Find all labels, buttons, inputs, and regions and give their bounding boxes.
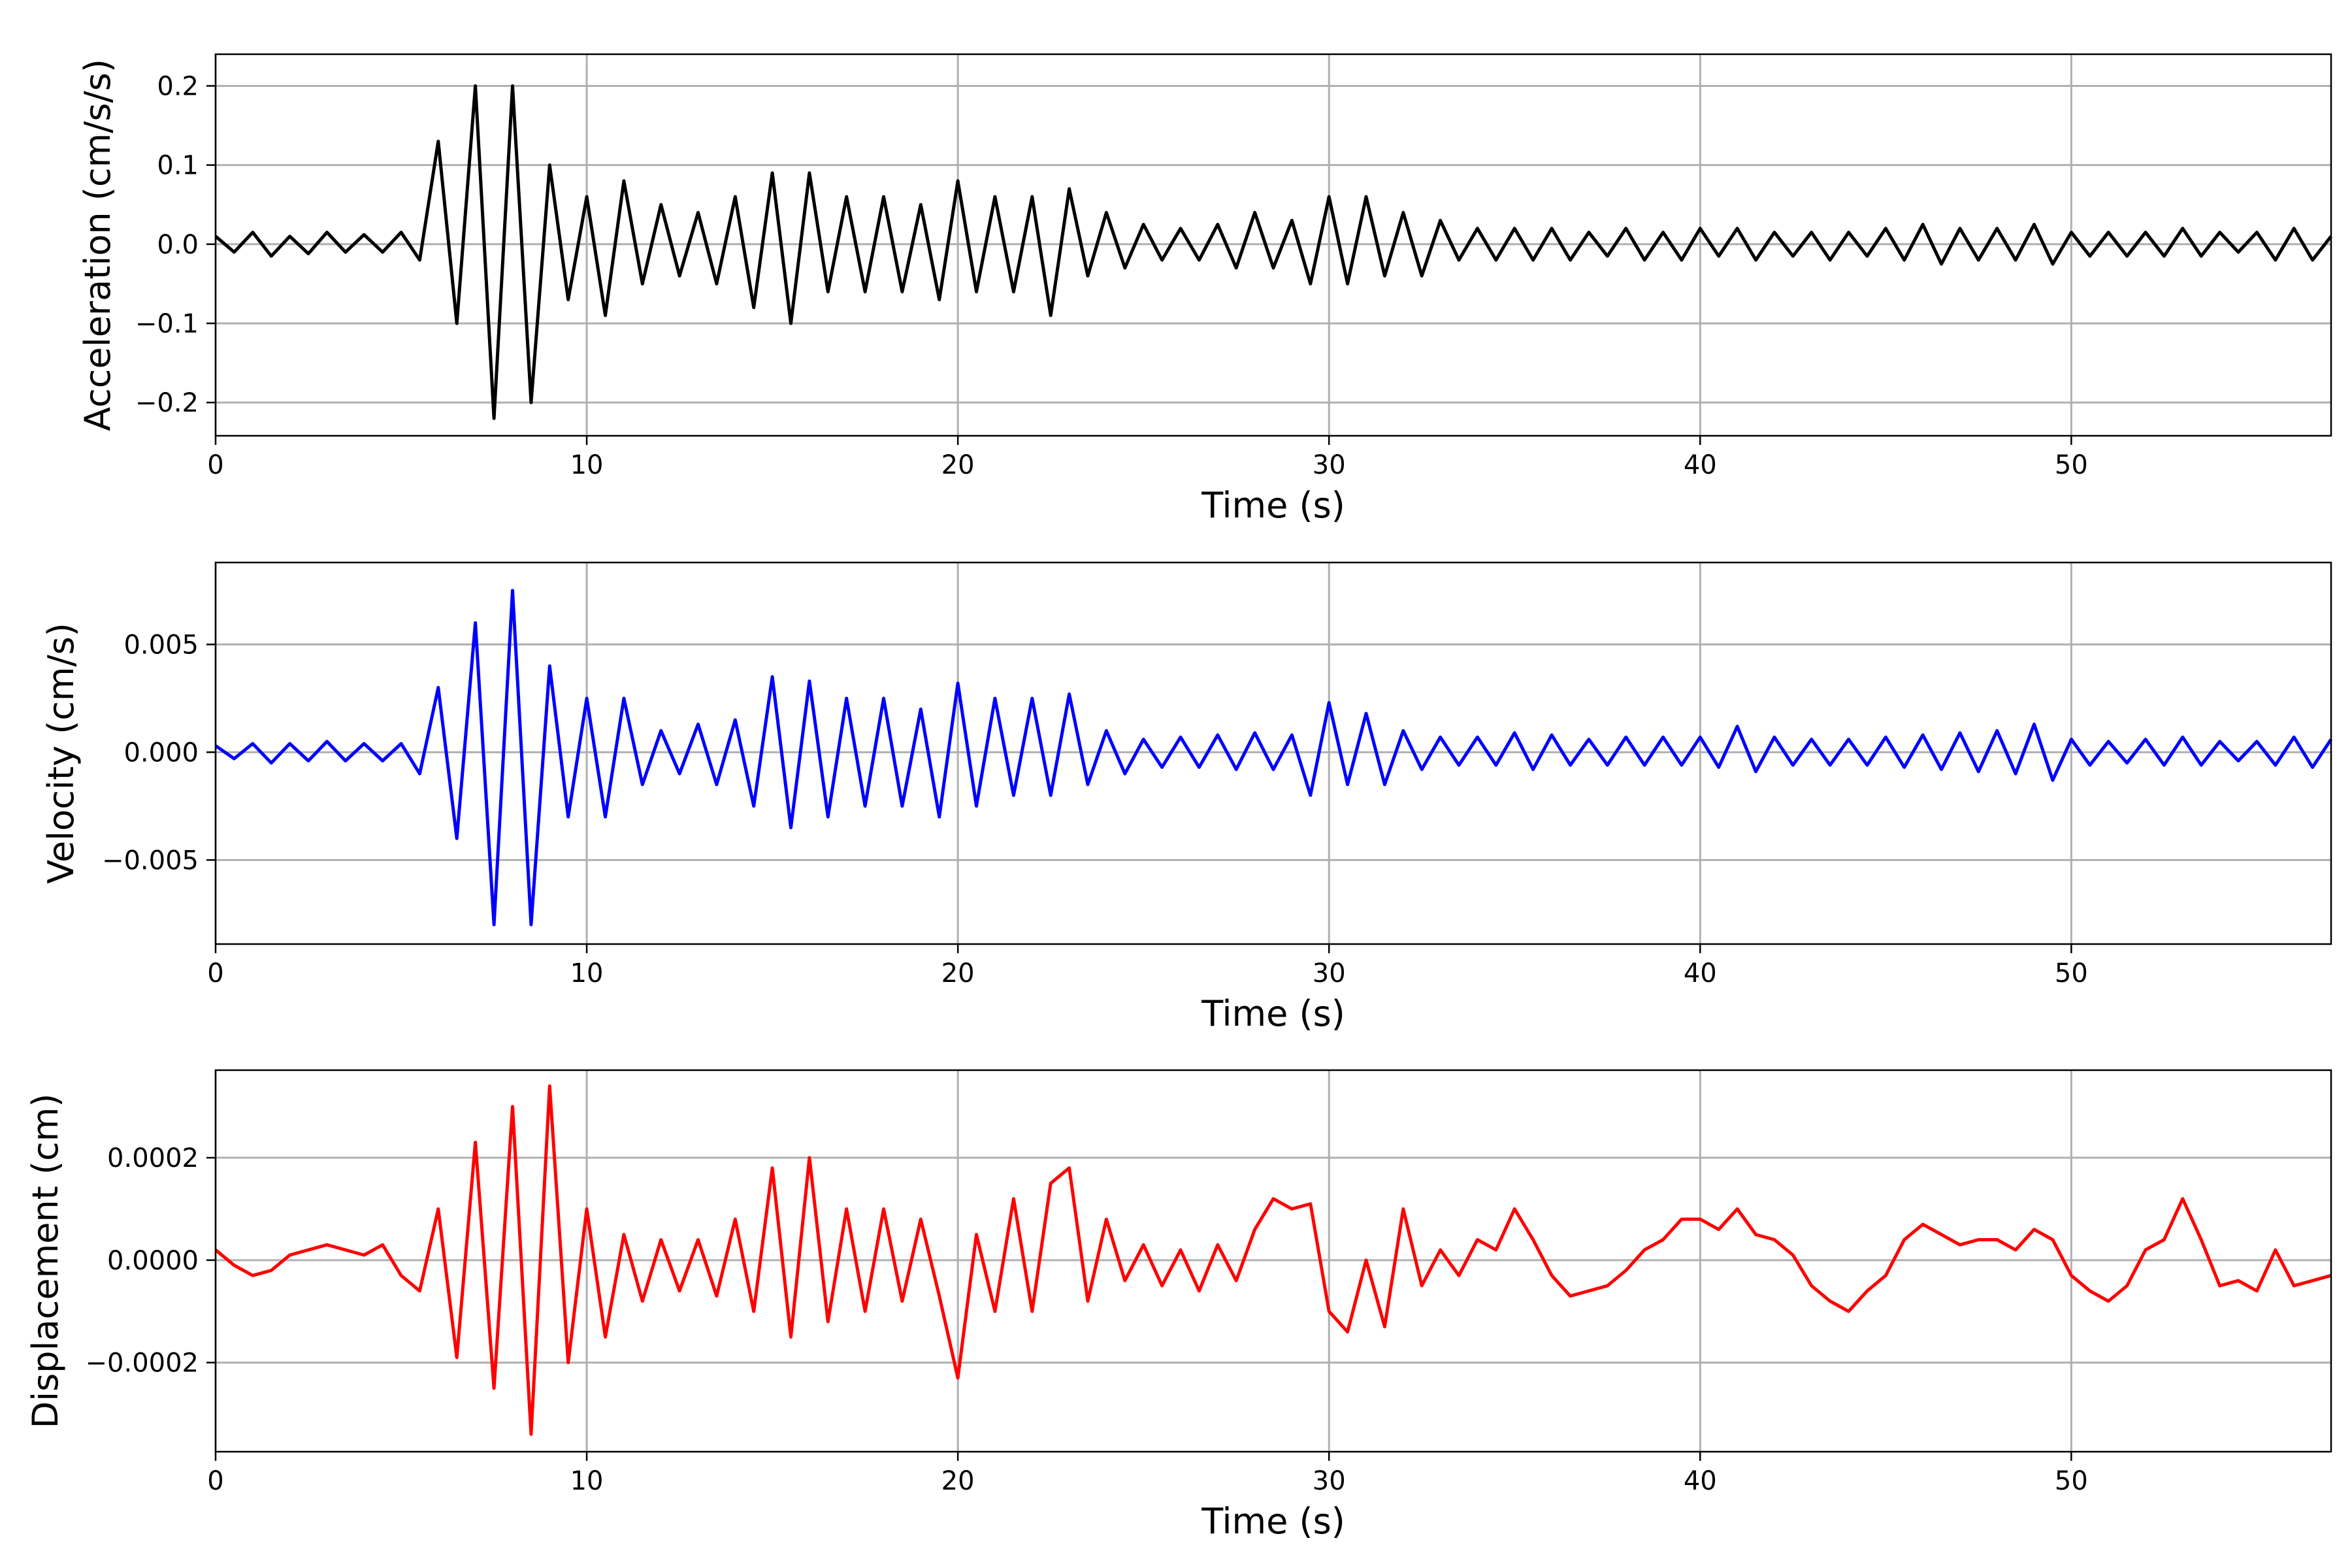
y-tick-label: 0.1 (157, 151, 199, 181)
y-tick-label: 0.0 (157, 230, 199, 260)
y-tick-label: 0.2 (157, 71, 199, 101)
y-tick-label: −0.1 (135, 309, 199, 339)
y-axis-label: Acceleration (cm/s/s) (77, 59, 118, 431)
y-tick-label: 0.0000 (107, 1246, 199, 1276)
y-tick-label: 0.000 (123, 738, 199, 768)
subplot-2: 0 10 20 30 40 50 −0.005 0.000 0.005 Time (s) Veloc… (41, 561, 2333, 1034)
x-tick-label: 30 (1313, 958, 1346, 988)
x-tick-label: 10 (570, 1466, 604, 1496)
x-tick-label: 30 (1313, 450, 1346, 480)
x-tick-label: 20 (941, 958, 975, 988)
x-tick-label: 10 (570, 958, 604, 988)
y-tick-label: −0.005 (102, 845, 199, 875)
x-tick-label: 20 (941, 450, 975, 480)
x-axis-label: Time (s) (1201, 485, 1345, 526)
x-tick-label: 40 (1684, 450, 1717, 480)
axes-frame (214, 561, 2332, 945)
axes-frame (214, 53, 2332, 437)
x-tick-label: 0 (207, 450, 223, 480)
x-tick-label: 0 (207, 958, 223, 988)
x-tick-label: 50 (2055, 958, 2088, 988)
x-tick-label: 50 (2055, 450, 2088, 480)
y-tick-label: −0.2 (135, 388, 199, 418)
x-tick-label: 0 (207, 1466, 223, 1496)
x-tick-label: 50 (2055, 1466, 2088, 1496)
y-tick-label: 0.0002 (107, 1143, 199, 1173)
x-tick-label: 40 (1684, 958, 1717, 988)
y-tick-label: 0.005 (123, 630, 199, 660)
subplot-1: 0 10 20 30 40 50 −0.2 −0.1 0.0 0.1 0.2 Time (s) Acce… (77, 53, 2332, 526)
x-tick-label: 20 (941, 1466, 975, 1496)
axes-frame (214, 1069, 2332, 1453)
x-tick-label: 10 (570, 450, 604, 480)
y-axis-label: Velocity (cm/s) (41, 623, 82, 884)
series-line (214, 84, 2332, 420)
subplot-3: 0 10 20 30 40 50 −0.0002 0.0000 0.0002 Time (s) Di… (25, 1069, 2332, 1542)
x-axis-label: Time (s) (1201, 993, 1345, 1034)
series-line (214, 589, 2333, 926)
x-axis-label: Time (s) (1201, 1501, 1345, 1542)
x-tick-label: 30 (1313, 1466, 1346, 1496)
y-tick-label: −0.0002 (86, 1348, 199, 1379)
series-line (214, 1084, 2332, 1436)
y-axis-label: Displacement (cm) (25, 1094, 66, 1429)
x-tick-label: 40 (1684, 1466, 1717, 1496)
